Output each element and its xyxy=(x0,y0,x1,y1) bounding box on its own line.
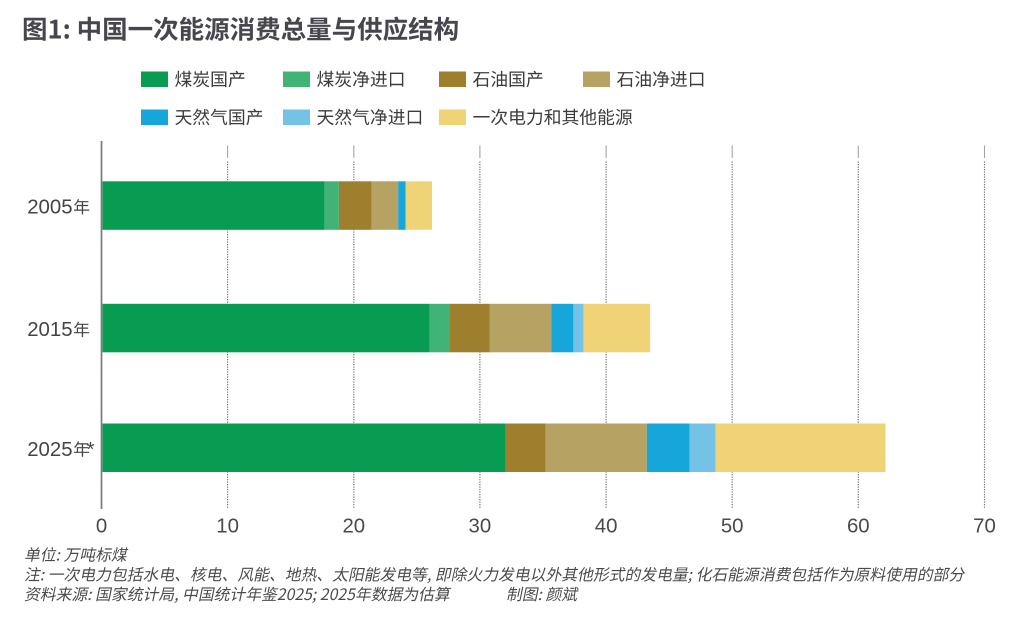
svg-text:0: 0 xyxy=(96,516,107,538)
svg-text:2015: 2015 xyxy=(27,319,72,341)
svg-text:*: * xyxy=(87,439,95,461)
svg-text:70: 70 xyxy=(973,516,996,538)
svg-text:30: 30 xyxy=(469,516,492,538)
svg-text:60: 60 xyxy=(847,516,870,538)
svg-text:20: 20 xyxy=(342,516,365,538)
svg-text:40: 40 xyxy=(595,516,618,538)
svg-text:10: 10 xyxy=(216,516,239,538)
svg-text:2025: 2025 xyxy=(27,439,72,461)
svg-text:2005: 2005 xyxy=(27,197,72,219)
svg-text:50: 50 xyxy=(721,516,744,538)
